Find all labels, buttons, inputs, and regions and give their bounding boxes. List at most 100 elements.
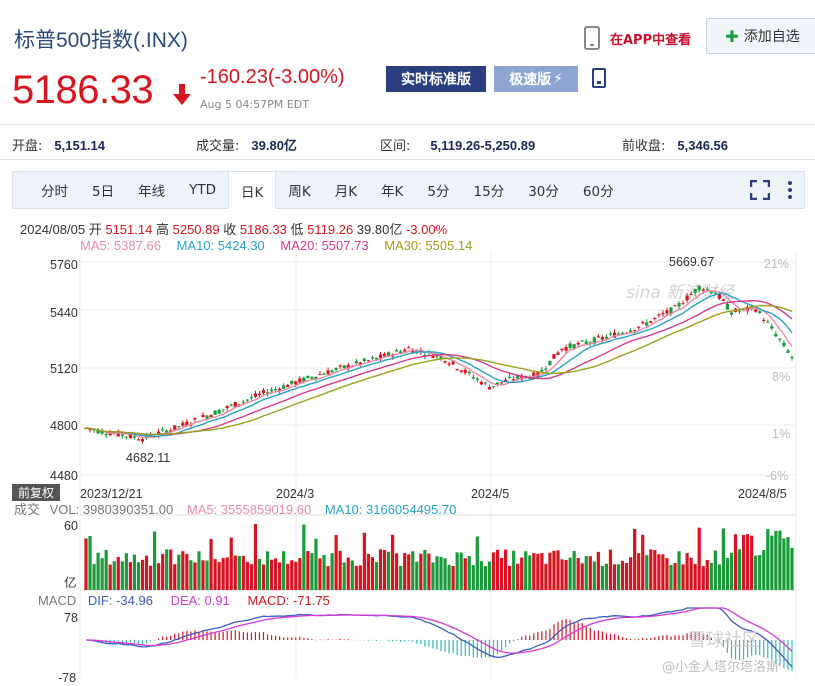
volume-bar	[463, 558, 467, 590]
volume-bar	[338, 550, 342, 590]
x-tick: 2024/5	[471, 487, 509, 501]
candle-body	[669, 307, 673, 314]
volume-bar	[584, 556, 588, 590]
volume-bar	[403, 553, 407, 590]
candle-body	[471, 377, 475, 379]
candle-body	[580, 340, 584, 342]
candle-body	[673, 305, 677, 307]
tab-60min[interactable]: 60分	[582, 184, 614, 200]
volume-bar	[173, 564, 177, 590]
candle-body	[754, 309, 758, 312]
volume-bar	[177, 554, 181, 590]
stat-label: 成交量:	[196, 139, 240, 154]
tab-yearly-k[interactable]: 年K	[381, 184, 404, 200]
candle-body	[221, 409, 225, 411]
candle-body	[499, 382, 504, 384]
volume-bar	[213, 559, 217, 590]
volume-bar	[374, 561, 379, 590]
fullscreen-icon[interactable]	[750, 180, 770, 200]
chart-period-tabs: 分时 5日 年线 YTD 日K 周K 月K 年K 5分 15分 30分 60分	[12, 171, 805, 209]
tab-weekly-k[interactable]: 周K	[288, 184, 311, 200]
candle-body	[693, 289, 697, 293]
tab-15min[interactable]: 15分	[473, 184, 505, 200]
candle-body	[616, 333, 621, 335]
tab-ytd[interactable]: YTD	[189, 182, 216, 198]
candle-body	[435, 354, 439, 357]
candle-body	[261, 390, 266, 394]
volume-bar	[257, 558, 262, 590]
realtime-standard-button[interactable]: 实时标准版	[386, 66, 486, 92]
info-pct: -3.00%	[405, 222, 448, 237]
tab-30min[interactable]: 30分	[528, 184, 559, 200]
low-annotation: 4682.11	[126, 451, 170, 465]
tab-intraday[interactable]: 分时	[41, 184, 68, 200]
candle-body	[415, 349, 419, 354]
volume-bar	[261, 564, 266, 590]
macd-histogram	[89, 619, 793, 672]
volume-bar	[560, 559, 564, 590]
candle-body	[770, 326, 774, 329]
volume-bar	[358, 565, 362, 590]
volume-bar	[391, 534, 395, 590]
candle-body	[588, 342, 592, 344]
tab-5day[interactable]: 5日	[92, 184, 115, 200]
candle-body	[576, 342, 580, 345]
stat-range: 区间: 5,119.26-5,250.89	[380, 135, 535, 154]
volume-bar	[217, 561, 221, 590]
add-to-watchlist-button[interactable]: ✚ 添加自选	[706, 18, 815, 54]
volume-bar	[269, 559, 274, 590]
candle-body	[721, 299, 726, 301]
volume-ma5: MA5: 3555859019.60	[186, 502, 312, 517]
kline-chart[interactable]: sina 新浪财经 5760 5440 5120 4800 4480 21% 8…	[0, 250, 815, 686]
volume-bar	[443, 558, 447, 590]
fast-version-button[interactable]: 极速版 ⚡	[494, 66, 578, 92]
tab-monthly-k[interactable]: 月K	[334, 184, 358, 200]
volume-bar	[790, 547, 794, 590]
tab-daily-k[interactable]: 日K	[227, 172, 277, 209]
volume-bar	[330, 553, 334, 590]
candle-body	[447, 363, 451, 365]
volume-bar	[608, 549, 613, 590]
candle-body	[653, 317, 657, 319]
candle-body	[592, 337, 596, 344]
open-in-app-link[interactable]: 在APP中查看	[610, 33, 692, 48]
phone-icon[interactable]	[584, 26, 600, 50]
candle-body	[96, 429, 100, 434]
volume-bar	[161, 553, 165, 590]
macd-bottom-tick: -78	[58, 671, 76, 685]
volume-bar	[516, 563, 520, 590]
candle-body	[584, 341, 588, 344]
down-arrow-icon	[173, 84, 191, 105]
volume-bar	[197, 551, 201, 590]
volume-bar	[471, 565, 475, 590]
candle-body	[641, 322, 645, 324]
volume-bar	[754, 555, 758, 590]
ma20-legend: MA20: 5507.73	[280, 238, 369, 253]
volume-bar	[729, 552, 734, 590]
volume-bar	[713, 550, 717, 590]
macd-line	[86, 607, 793, 654]
candle-body	[786, 350, 790, 353]
volume-bar	[249, 564, 254, 590]
candle-body	[140, 438, 145, 442]
volume-bar	[205, 560, 209, 590]
volume-label: 成交	[14, 502, 41, 517]
volume-bar	[165, 549, 169, 590]
volume-bar	[612, 564, 617, 590]
candle-body	[286, 384, 290, 388]
ma-line	[85, 290, 793, 439]
candle-body	[294, 381, 298, 385]
volume-bar	[467, 556, 471, 590]
tab-5min[interactable]: 5分	[427, 184, 450, 200]
tab-year-line[interactable]: 年线	[138, 184, 166, 200]
mobile-icon[interactable]	[592, 68, 606, 88]
more-options-icon[interactable]	[788, 181, 792, 199]
adjust-mode-badge[interactable]: 前复权	[12, 484, 60, 501]
volume-bar	[140, 559, 145, 590]
volume-bar	[649, 549, 653, 590]
ma10-legend: MA10: 5424.30	[176, 238, 265, 253]
macd-legend: MACD DIF: -34.96 DEA: 0.91 MACD: -71.75	[38, 593, 330, 608]
candle-body	[762, 319, 766, 321]
volume-legend: 成交 VOL: 3980390351.00 MA5: 3555859019.60…	[14, 499, 456, 518]
stat-label: 前收盘:	[622, 139, 666, 154]
